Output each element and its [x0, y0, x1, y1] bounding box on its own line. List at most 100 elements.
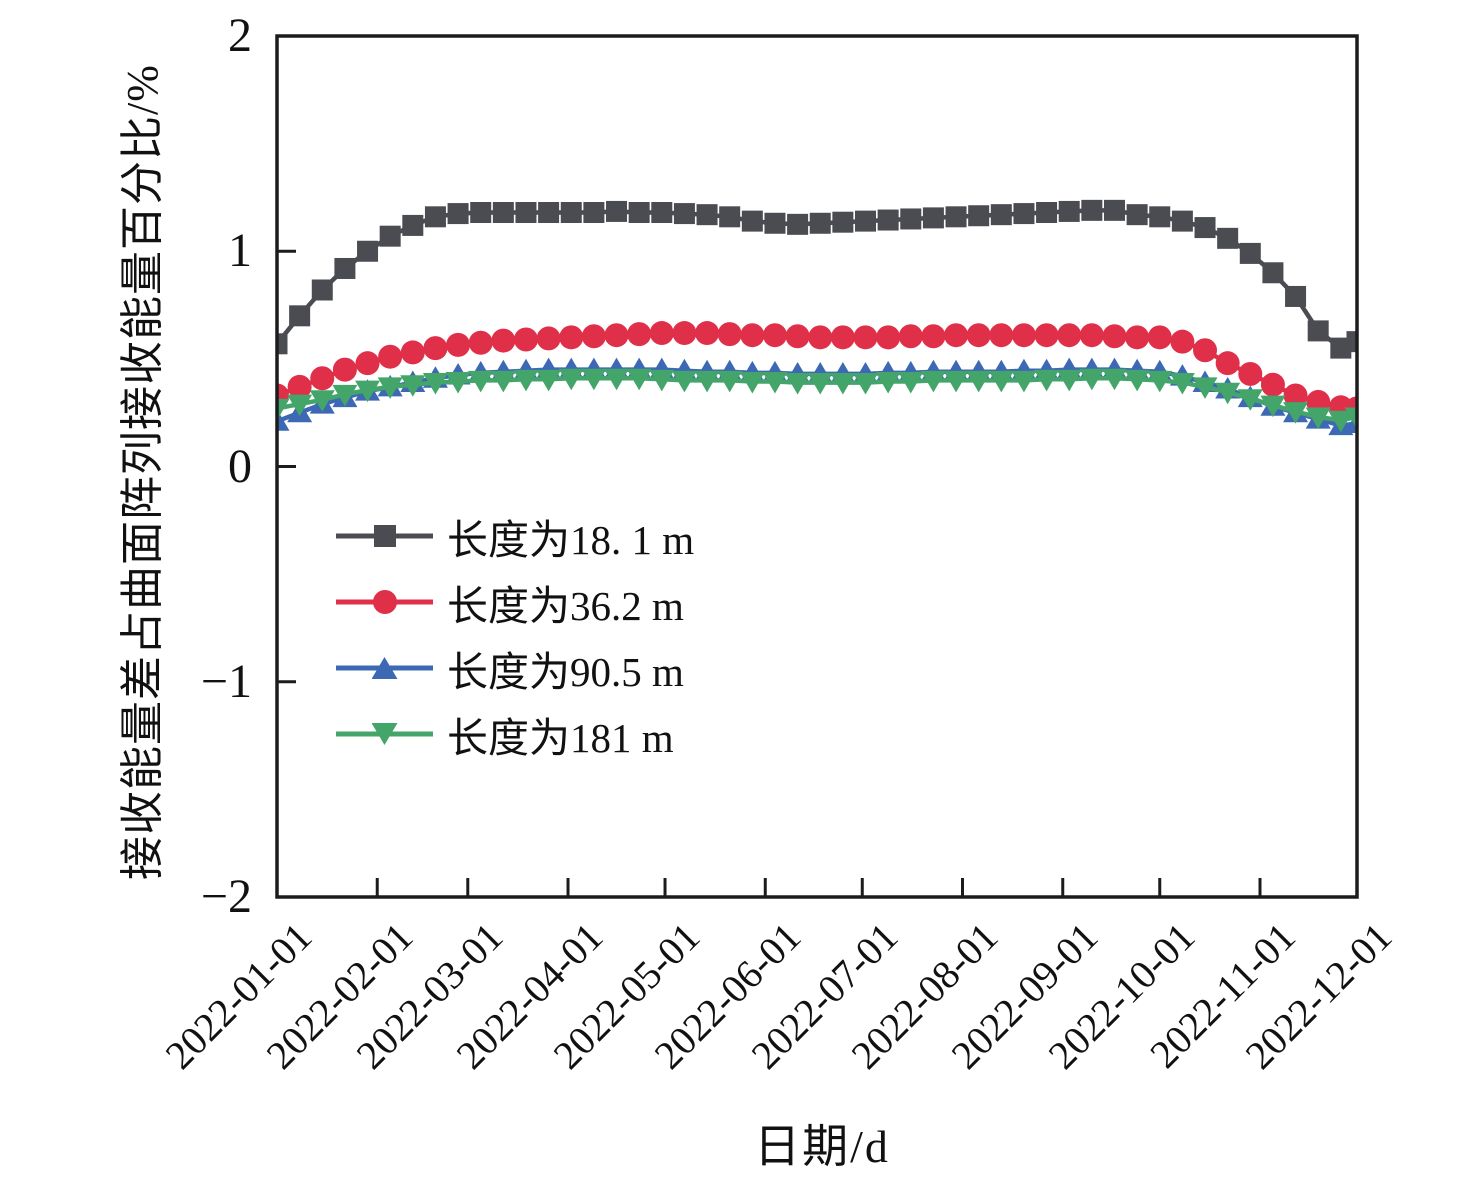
square-marker	[832, 211, 854, 233]
triangle-down-marker	[604, 368, 630, 391]
triangle-down-marker	[1344, 407, 1357, 429]
triangle-down-marker	[853, 373, 879, 395]
square-marker	[470, 202, 492, 224]
triangle-down-marker	[1283, 402, 1309, 424]
triangle-down-marker	[422, 373, 448, 395]
legend-label: 长度为36.2 m	[447, 583, 684, 629]
square-icon	[373, 525, 396, 547]
circle-icon	[372, 590, 397, 614]
square-marker	[424, 206, 446, 228]
triangle-down-marker	[1034, 369, 1060, 392]
square-marker	[583, 202, 605, 224]
square-marker	[719, 206, 741, 228]
series-group	[277, 199, 1357, 436]
y-tick-label: 2	[228, 9, 252, 62]
circle-marker	[378, 344, 403, 369]
square-marker	[402, 214, 424, 236]
legend-label: 长度为18. 1 m	[447, 517, 695, 563]
triangle-down-marker	[649, 369, 675, 392]
circle-marker	[1011, 323, 1036, 348]
square-marker	[357, 240, 379, 262]
legend-label: 长度为181 m	[447, 715, 674, 761]
triangle-down-marker	[355, 380, 381, 403]
circle-marker	[695, 321, 720, 346]
legend-label: 长度为90.5 m	[447, 649, 684, 695]
triangle-down-marker	[1328, 410, 1354, 433]
square-marker	[1217, 227, 1239, 249]
square-marker	[696, 204, 718, 226]
circle-marker	[989, 323, 1014, 348]
square-marker	[628, 202, 650, 224]
square-marker	[289, 305, 311, 327]
triangle-down-marker	[377, 377, 403, 399]
square-marker	[968, 205, 990, 227]
circle-marker	[1260, 372, 1285, 397]
triangle-down-marker	[513, 369, 539, 392]
circle-marker	[649, 321, 674, 346]
triangle-down-marker	[898, 371, 924, 394]
triangle-down-marker	[1147, 370, 1173, 393]
circle-marker	[1147, 325, 1172, 350]
square-marker	[277, 333, 288, 355]
triangle-down-marker	[445, 371, 471, 394]
legend-swatch	[336, 587, 433, 617]
circle-marker	[853, 325, 878, 350]
square-marker	[1036, 202, 1058, 224]
square-marker	[1058, 200, 1080, 222]
square-marker	[764, 212, 786, 234]
triangle-down-marker	[626, 368, 652, 391]
square-marker	[1307, 320, 1329, 342]
square-marker	[787, 213, 809, 235]
triangle-down-marker	[1079, 368, 1105, 391]
series-square	[277, 199, 1357, 359]
circle-marker	[1283, 383, 1308, 408]
legend-item: 长度为90.5 m	[336, 635, 694, 701]
square-marker	[334, 257, 356, 279]
square-marker	[538, 202, 560, 224]
triangle-down-marker	[785, 373, 811, 395]
triangle-down-marker	[1192, 377, 1218, 399]
square-marker	[1194, 217, 1216, 239]
y-tick-label: −2	[200, 870, 252, 923]
circle-marker	[423, 336, 448, 361]
circle-marker	[966, 323, 991, 348]
square-marker	[741, 210, 763, 232]
circle-marker	[627, 322, 652, 347]
square-marker	[447, 203, 469, 225]
triangle-down-marker	[400, 375, 426, 397]
triangle-down-marker	[966, 370, 992, 393]
legend-item: 长度为181 m	[336, 701, 694, 767]
circle-marker	[1125, 325, 1150, 350]
circle-marker	[740, 323, 765, 348]
circle-marker	[1057, 323, 1082, 348]
x-axis-label: 日期/d	[754, 1121, 890, 1172]
triangle-down-marker	[717, 370, 743, 393]
square-marker	[560, 202, 582, 224]
square-marker	[311, 279, 333, 301]
square-marker	[1103, 199, 1125, 221]
square-marker	[1081, 199, 1103, 221]
legend-swatch	[336, 719, 433, 749]
circle-marker	[1215, 351, 1240, 376]
circle-marker	[287, 374, 312, 399]
circle-marker	[491, 328, 516, 353]
square-marker	[990, 204, 1012, 226]
circle-marker	[808, 325, 833, 350]
y-axis-label: 接收能量差占曲面阵列接收能量百分比/%	[118, 64, 167, 880]
triangle-down-marker	[1056, 369, 1082, 392]
square-marker	[809, 212, 831, 234]
legend-item: 长度为36.2 m	[336, 569, 694, 635]
circle-marker	[672, 321, 697, 346]
circle-marker	[944, 323, 969, 348]
triangle-down-marker	[671, 370, 697, 393]
circle-marker	[876, 325, 901, 350]
triangle-down-marker	[1305, 407, 1331, 429]
square-marker	[515, 202, 537, 224]
square-marker	[1285, 285, 1307, 307]
triangle-down-marker	[536, 369, 562, 392]
triangle-down-marker	[277, 398, 290, 421]
square-marker	[900, 208, 922, 230]
circle-marker	[785, 324, 810, 349]
